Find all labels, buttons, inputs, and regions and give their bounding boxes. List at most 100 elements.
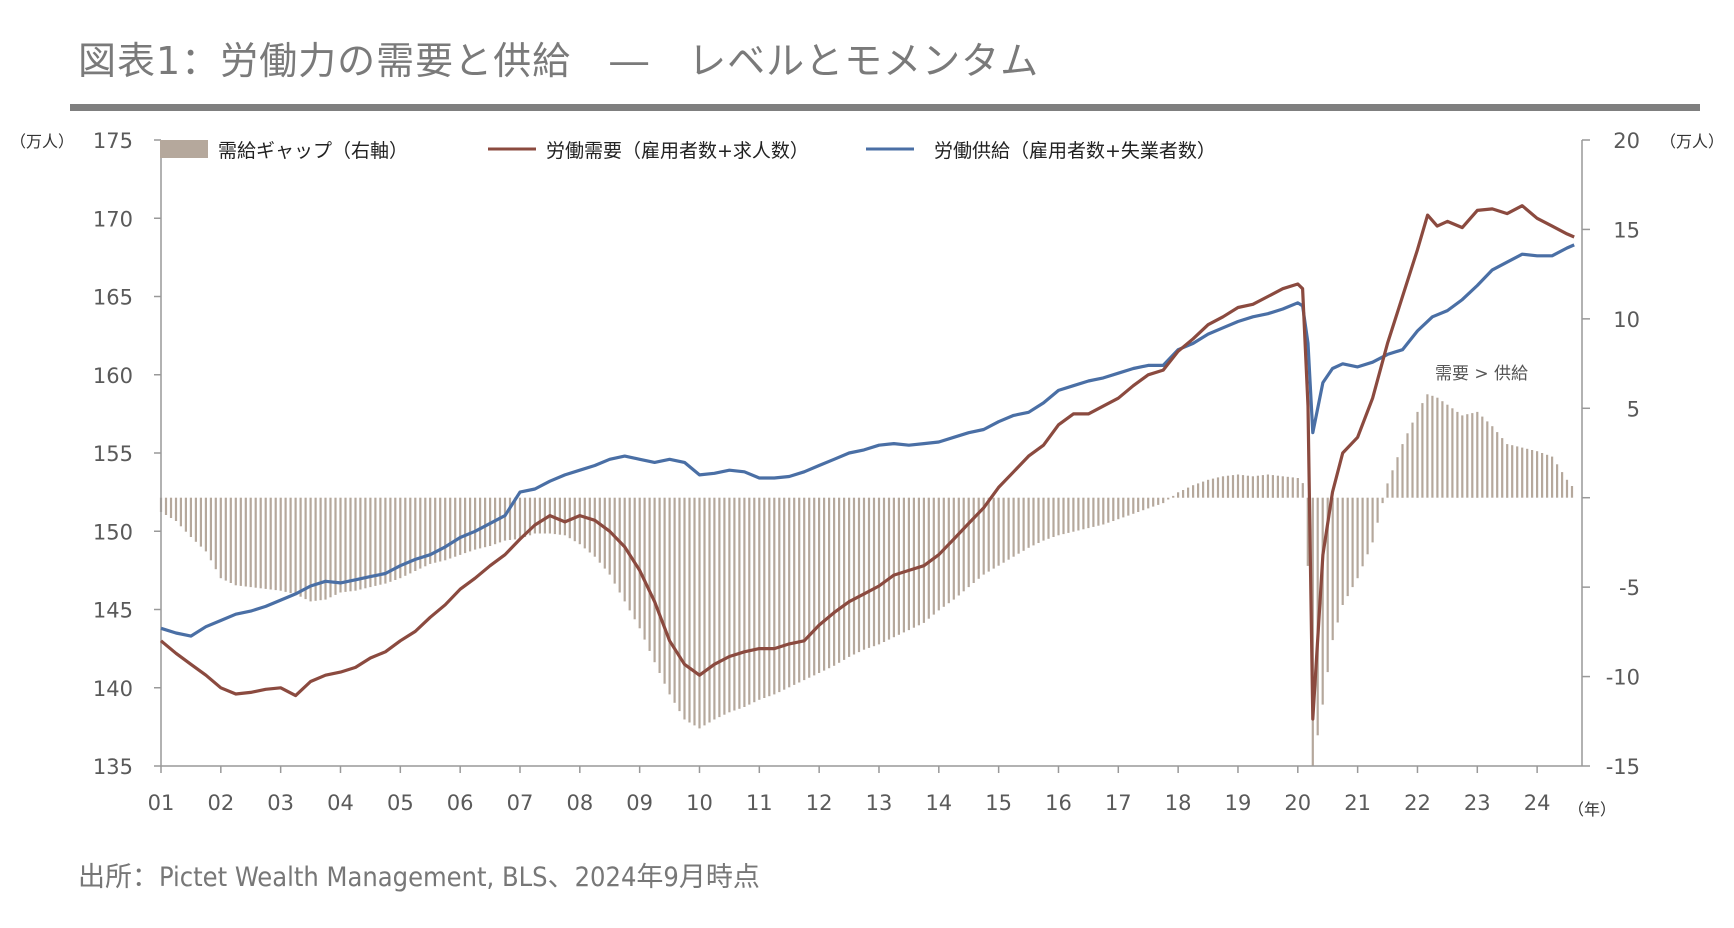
gap-bar <box>907 497 910 631</box>
gap-bar <box>778 497 781 693</box>
gap-bar <box>508 497 512 540</box>
gap-bar <box>653 497 656 663</box>
gap-bar <box>1526 448 1529 498</box>
gap-bar <box>379 497 382 585</box>
gap-bar <box>892 497 895 638</box>
gap-bar <box>1506 444 1509 498</box>
gap-bar <box>1226 475 1230 498</box>
gap-bar <box>513 497 517 540</box>
gap-bar <box>204 497 207 552</box>
gap-bar <box>294 497 297 595</box>
gap-bar <box>1401 444 1404 498</box>
x-tick-label: 14 <box>925 791 952 815</box>
gap-bar <box>758 497 761 700</box>
gap-bar <box>269 497 272 590</box>
legend-gap-swatch <box>160 140 208 158</box>
gap-bar <box>947 497 950 604</box>
gap-bar <box>1251 476 1254 498</box>
gap-bar <box>424 497 427 567</box>
gap-bar <box>1570 486 1574 498</box>
gap-bar <box>469 497 472 552</box>
gap-bar <box>833 497 836 666</box>
gap-bar <box>773 497 776 695</box>
gap-bar <box>1216 477 1220 498</box>
gap-bar <box>1466 414 1469 498</box>
gap-bar <box>852 497 856 655</box>
x-tick-label: 01 <box>148 791 175 815</box>
gap-bar <box>783 497 786 690</box>
gap-bar <box>484 497 487 548</box>
gap-bar <box>862 497 866 650</box>
gap-bar <box>838 497 841 663</box>
title-rule <box>70 104 1700 111</box>
x-tick-label: 04 <box>327 791 354 815</box>
gap-bar <box>1022 497 1025 551</box>
gap-bar <box>1371 497 1374 543</box>
gap-bar <box>957 497 960 596</box>
gap-bar <box>1281 476 1284 498</box>
gap-bar <box>1521 447 1524 498</box>
gap-bar <box>414 497 417 571</box>
gap-bar <box>444 497 447 561</box>
gap-bar <box>738 497 741 709</box>
gap-bar <box>1546 454 1549 498</box>
gap-bar <box>912 497 915 628</box>
gap-bar <box>439 497 442 562</box>
gap-bar <box>319 497 322 601</box>
gap-bar <box>369 497 372 588</box>
x-tick-label: 24 <box>1524 791 1551 815</box>
gap-bar <box>543 497 546 534</box>
chart-title: 図表1：労働力の需要と供給 ― レベルとモメンタム <box>78 39 1040 83</box>
gap-bar <box>1471 413 1474 498</box>
gap-bar <box>1142 497 1145 511</box>
gap-bar <box>1421 403 1424 498</box>
gap-bar <box>1261 475 1264 498</box>
gap-bar <box>1241 475 1245 498</box>
right-tick-label: 5 <box>1627 397 1640 421</box>
gap-bar <box>399 497 402 579</box>
x-tick-label: 18 <box>1165 791 1192 815</box>
left-tick-label: 165 <box>93 286 133 310</box>
gap-bar <box>533 497 536 534</box>
gap-bar <box>1057 497 1060 536</box>
gap-bar <box>828 497 831 669</box>
gap-bar <box>538 497 541 534</box>
gap-bar <box>434 497 437 563</box>
gap-bar <box>1451 408 1454 498</box>
gap-bar <box>384 497 387 584</box>
gap-bar <box>1511 445 1514 498</box>
left-tick-label: 170 <box>93 207 133 231</box>
left-tick-label: 140 <box>93 677 133 701</box>
gap-bar <box>1516 446 1519 498</box>
gap-bar <box>474 497 477 550</box>
gap-bar <box>1481 416 1484 498</box>
gap-bar <box>429 497 432 564</box>
gap-bar <box>678 497 681 712</box>
right-tick-label: -15 <box>1606 755 1640 779</box>
gap-bar <box>698 497 701 729</box>
left-tick-label: 155 <box>93 442 133 466</box>
gap-bar <box>813 497 816 676</box>
gap-bar <box>179 497 182 527</box>
gap-bar <box>788 497 791 688</box>
gap-bar <box>733 497 736 711</box>
gap-bar <box>793 497 796 685</box>
gap-bar <box>598 497 601 563</box>
gap-bar <box>932 497 935 615</box>
gap-bar <box>728 497 731 713</box>
gap-bar <box>897 497 900 635</box>
x-tick-label: 02 <box>207 791 234 815</box>
gap-bar <box>284 497 287 592</box>
tick-labels: 135 140 145 150 155 160 165 170 175 -15 -10 -5 5 10 15… <box>93 129 1640 815</box>
gap-bar <box>189 497 192 537</box>
gap-bar <box>1082 497 1085 530</box>
gap-bar <box>1127 497 1130 516</box>
gap-bar <box>1296 478 1299 498</box>
gap-bar <box>922 497 925 623</box>
gap-bar <box>743 497 746 707</box>
gap-bar <box>1416 411 1419 498</box>
gap-bar <box>1077 497 1080 531</box>
gap-bar <box>1326 497 1329 673</box>
gap-bar <box>1346 497 1349 597</box>
supply-line <box>160 243 1575 638</box>
